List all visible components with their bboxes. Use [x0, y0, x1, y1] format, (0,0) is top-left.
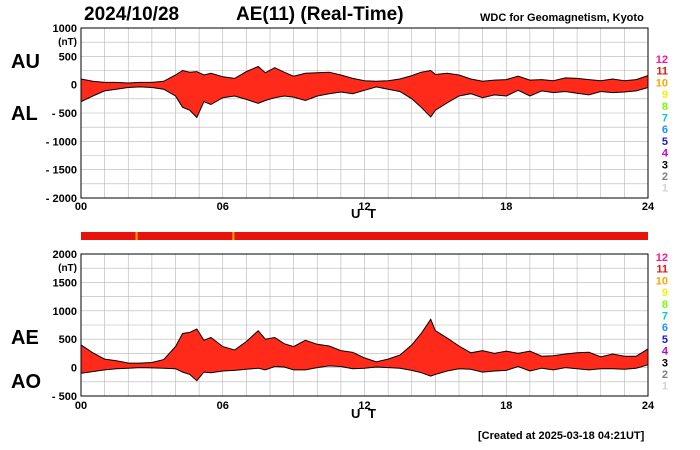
source-label: WDC for Geomagnetism, Kyoto: [480, 12, 644, 24]
x-axis-label: U T: [351, 406, 378, 421]
station-count-label: 1: [662, 381, 668, 393]
data-area-fill: [81, 66, 648, 118]
data-area-fill: [81, 319, 648, 381]
station-count-label: 10: [656, 275, 668, 287]
station-count-label: 4: [662, 148, 669, 160]
station-count-label: 12: [656, 252, 668, 264]
x-tick-label: 06: [217, 201, 229, 213]
index-label-al: AL: [11, 103, 38, 125]
station-count-label: 11: [656, 66, 668, 78]
series-line-ae: [80, 318, 649, 364]
station-count-label: 2: [662, 171, 668, 183]
x-tick-label: 18: [500, 400, 512, 412]
date-label: 2024/10/28: [84, 4, 180, 25]
y-tick-label: 1000: [53, 306, 77, 318]
station-count-label: 2: [662, 369, 668, 381]
series-line-au: [80, 65, 649, 84]
y-tick-label: 500: [59, 334, 77, 346]
created-label: [Created at 2025-03-18 04:21UT]: [478, 430, 645, 442]
index-label-ae: AE: [11, 327, 39, 349]
plot-frame: [80, 27, 649, 199]
x-tick-label: 06: [217, 400, 229, 412]
y-tick-label: - 500: [52, 108, 77, 120]
station-count-label: 8: [662, 299, 668, 311]
station-count-label: 12: [656, 54, 668, 66]
y-tick-label: 500: [59, 51, 77, 63]
y-tick-label: 1500: [53, 277, 77, 289]
station-count-label: 9: [662, 89, 668, 101]
availability-bar-mark: [232, 232, 235, 240]
index-label-ao: AO: [11, 371, 41, 393]
station-count-label: 5: [662, 136, 668, 148]
plot-frame: [80, 253, 649, 397]
availability-bar-mark: [135, 232, 138, 240]
x-tick-label: 00: [75, 201, 87, 213]
station-count-label: 9: [662, 287, 668, 299]
series-line-al: [80, 86, 649, 119]
station-count-label: 5: [662, 334, 668, 346]
series-line-ao: [80, 364, 649, 382]
x-axis-label: U T: [351, 206, 378, 221]
x-tick-label: 18: [500, 201, 512, 213]
index-label-au: AU: [11, 51, 40, 73]
station-count-label: 1: [662, 183, 668, 195]
station-count-label: 7: [662, 311, 668, 323]
x-tick-label: 24: [642, 201, 655, 213]
station-count-label: 11: [656, 264, 668, 276]
panel-au-al: 1000 500 0 - 500 - 1000 - 1500 - 2000 (nT) 00 06 1…: [11, 23, 669, 221]
y-tick-label: 2000: [53, 249, 77, 261]
chart-title: AE(11) (Real-Time): [236, 4, 404, 25]
y-unit-label: (nT): [58, 263, 77, 274]
x-tick-label: 12: [358, 201, 370, 213]
y-tick-label: 0: [71, 363, 77, 375]
y-tick-label: - 2000: [46, 193, 77, 205]
station-count-label: 6: [662, 322, 668, 334]
station-count-label: 6: [662, 124, 668, 136]
x-tick-label: 12: [358, 400, 370, 412]
y-tick-label: 1000: [53, 23, 77, 35]
x-tick-label: 00: [75, 400, 87, 412]
station-count-label: 4: [662, 346, 669, 358]
y-tick-label: 0: [71, 80, 77, 92]
station-count-label: 8: [662, 101, 668, 113]
availability-bar: [81, 232, 648, 240]
y-tick-label: - 1500: [46, 165, 77, 177]
y-tick-label: - 500: [52, 391, 77, 403]
station-count-label: 3: [662, 357, 668, 369]
station-count-label: 10: [656, 77, 668, 89]
x-tick-label: 24: [642, 400, 655, 412]
y-tick-label: - 1000: [46, 136, 77, 148]
station-count-label: 3: [662, 159, 668, 171]
y-unit-label: (nT): [58, 37, 77, 48]
station-count-label: 7: [662, 113, 668, 125]
